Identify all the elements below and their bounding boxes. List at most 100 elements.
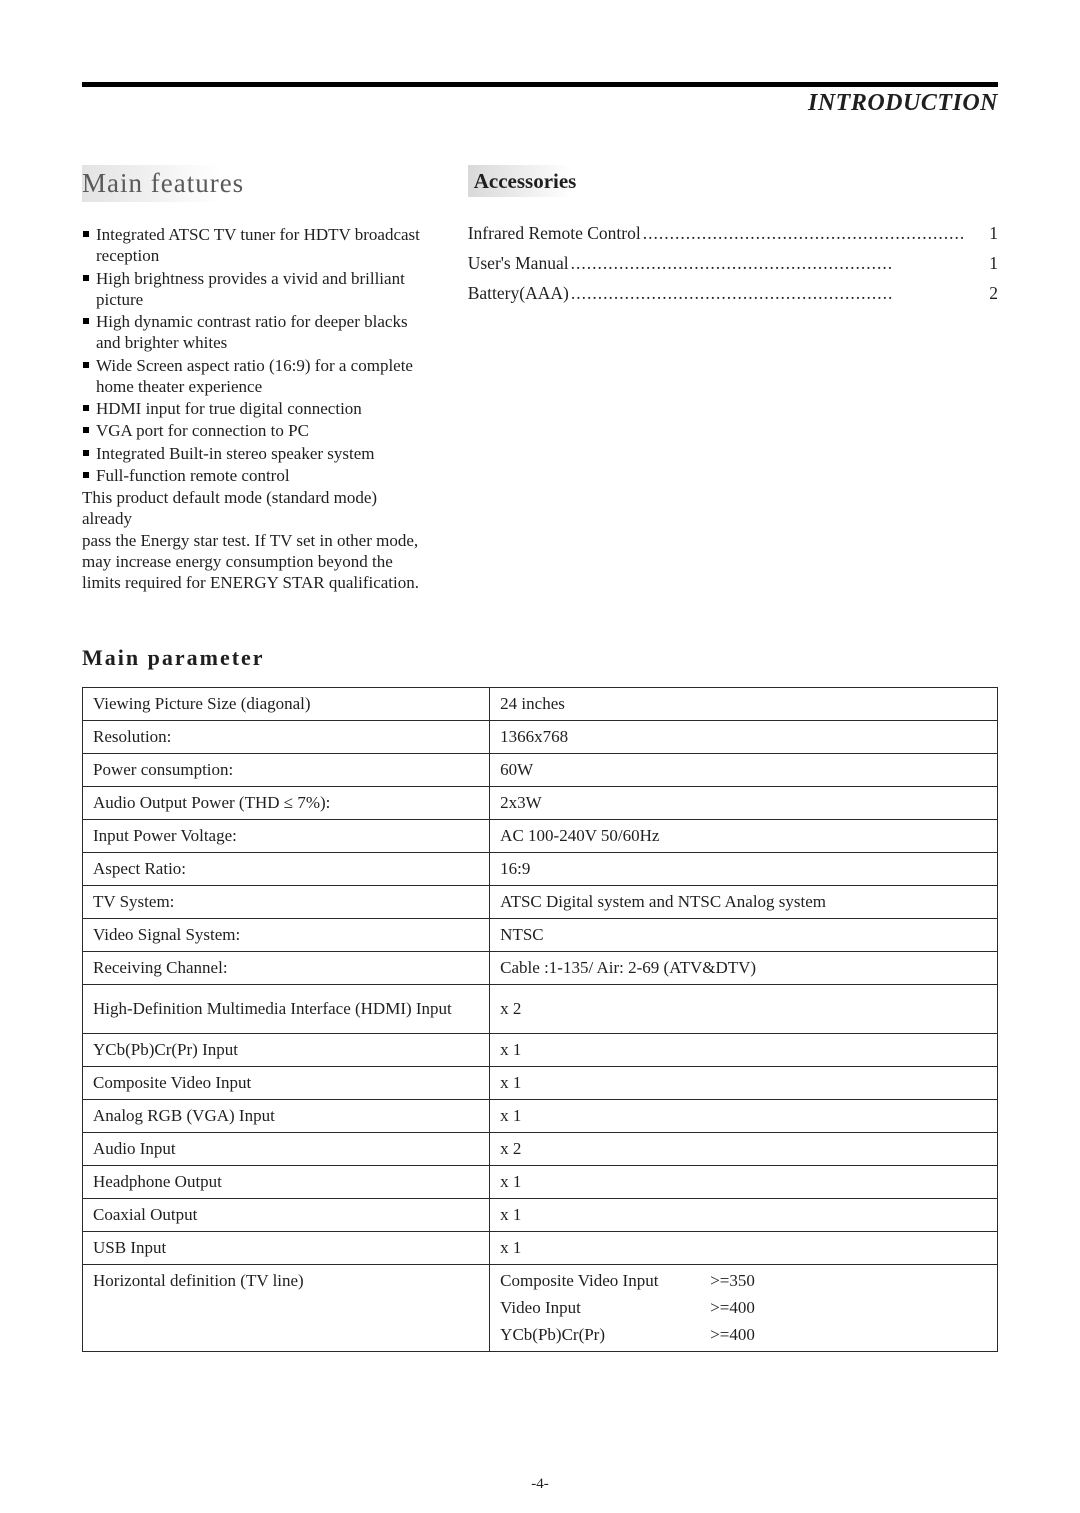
table-row: YCb(Pb)Cr(Pr) Inputx 1 [83,1034,998,1067]
accessories-title: Accessories [468,165,658,197]
param-value: x 1 [490,1100,998,1133]
table-row: Coaxial Outputx 1 [83,1199,998,1232]
param-value: x 2 [490,1133,998,1166]
table-row: Horizontal definition (TV line) Composite… [83,1265,998,1352]
accessory-qty: 1 [967,249,998,279]
dot-leader [569,249,968,279]
accessories-list: Infrared Remote Control1User's Manual 1B… [468,219,998,308]
hdef-value: >=400 [710,1298,755,1318]
param-key: Video Signal System: [83,919,490,952]
param-value: NTSC [490,919,998,952]
table-row: Audio Inputx 2 [83,1133,998,1166]
hdef-line: Video Input>=400 [500,1298,987,1318]
accessory-label: User's Manual [468,249,569,279]
table-row: Receiving Channel:Cable :1-135/ Air: 2-6… [83,952,998,985]
table-row: TV System:ATSC Digital system and NTSC A… [83,886,998,919]
param-key: Receiving Channel: [83,952,490,985]
feature-item: VGA port for connection to PC [82,420,428,441]
param-key: Headphone Output [83,1166,490,1199]
hdef-value: >=350 [710,1271,755,1291]
param-key: Resolution: [83,721,490,754]
hdef-value: >=400 [710,1325,755,1345]
page-header: INTRODUCTION [82,82,998,123]
feature-item: High dynamic contrast ratio for deeper b… [82,311,428,354]
table-row: Audio Output Power (THD ≤ 7%):2x3W [83,787,998,820]
param-key: Horizontal definition (TV line) [83,1265,490,1352]
param-value: 60W [490,754,998,787]
feature-item: HDMI input for true digital connection [82,398,428,419]
feature-item: Integrated Built-in stereo speaker syste… [82,443,428,464]
energy-note-line: pass the Energy star test. If TV set in … [82,530,428,551]
param-key: Power consumption: [83,754,490,787]
parameters-table: Viewing Picture Size (diagonal)24 inches… [82,687,998,1352]
hdef-line: YCb(Pb)Cr(Pr)>=400 [500,1325,987,1345]
param-value: Composite Video Input>=350Video Input>=4… [490,1265,998,1352]
energy-note: This product default mode (standard mode… [82,487,428,593]
hdef-label: Composite Video Input [500,1271,710,1291]
table-row: Aspect Ratio:16:9 [83,853,998,886]
param-value: AC 100-240V 50/60Hz [490,820,998,853]
page-number: -4- [82,1476,998,1493]
param-key: Audio Output Power (THD ≤ 7%): [83,787,490,820]
param-key: Aspect Ratio: [83,853,490,886]
param-value: x 1 [490,1199,998,1232]
accessory-row: Infrared Remote Control 1 [468,219,998,249]
table-row: USB Inputx 1 [83,1232,998,1265]
features-title: Main features [82,165,428,202]
table-row: Input Power Voltage:AC 100-240V 50/60Hz [83,820,998,853]
hdef-line: Composite Video Input>=350 [500,1271,987,1291]
feature-item: High brightness provides a vivid and bri… [82,268,428,311]
table-row: Analog RGB (VGA) Inputx 1 [83,1100,998,1133]
accessory-qty: 2 [967,279,998,309]
param-key: Composite Video Input [83,1067,490,1100]
dot-leader [569,279,967,309]
param-key: YCb(Pb)Cr(Pr) Input [83,1034,490,1067]
two-column-layout: Main features Integrated ATSC TV tuner f… [82,165,998,593]
accessory-qty: 1 [967,219,998,249]
energy-note-line: This product default mode (standard mode… [82,487,428,530]
param-value: x 2 [490,985,998,1034]
table-row: Composite Video Inputx 1 [83,1067,998,1100]
param-value: ATSC Digital system and NTSC Analog syst… [490,886,998,919]
table-row: Video Signal System:NTSC [83,919,998,952]
feature-item: Full-function remote control [82,465,428,486]
table-row: High-Definition Multimedia Interface (HD… [83,985,998,1034]
param-key: Audio Input [83,1133,490,1166]
param-key: Coaxial Output [83,1199,490,1232]
param-key: High-Definition Multimedia Interface (HD… [83,985,490,1034]
energy-note-line: limits required for ENERGY STAR qualific… [82,572,428,593]
table-row: Viewing Picture Size (diagonal)24 inches [83,688,998,721]
accessory-label: Battery(AAA) [468,279,569,309]
table-row: Power consumption:60W [83,754,998,787]
table-row: Resolution:1366x768 [83,721,998,754]
accessories-column: Accessories Infrared Remote Control1User… [468,165,998,593]
param-value: 24 inches [490,688,998,721]
page: INTRODUCTION Main features Integrated AT… [82,82,998,1431]
accessory-row: User's Manual 1 [468,249,998,279]
param-value: 1366x768 [490,721,998,754]
feature-item: Integrated ATSC TV tuner for HDTV broadc… [82,224,428,267]
energy-note-line: may increase energy consumption beyond t… [82,551,428,572]
param-value: 16:9 [490,853,998,886]
param-key: USB Input [83,1232,490,1265]
features-column: Main features Integrated ATSC TV tuner f… [82,165,428,593]
param-value: 2x3W [490,787,998,820]
parameters-title: Main parameter [82,645,998,671]
param-value: x 1 [490,1232,998,1265]
header-title: INTRODUCTION [808,90,998,116]
hdef-label: Video Input [500,1298,710,1318]
param-key: Viewing Picture Size (diagonal) [83,688,490,721]
accessory-label: Infrared Remote Control [468,219,641,249]
table-row: Headphone Outputx 1 [83,1166,998,1199]
feature-item: Wide Screen aspect ratio (16:9) for a co… [82,355,428,398]
param-key: TV System: [83,886,490,919]
dot-leader [641,219,968,249]
param-key: Analog RGB (VGA) Input [83,1100,490,1133]
param-value: x 1 [490,1067,998,1100]
param-value: x 1 [490,1166,998,1199]
param-key: Input Power Voltage: [83,820,490,853]
param-value: Cable :1-135/ Air: 2-69 (ATV&DTV) [490,952,998,985]
features-list: Integrated ATSC TV tuner for HDTV broadc… [82,224,428,486]
accessory-row: Battery(AAA) 2 [468,279,998,309]
hdef-label: YCb(Pb)Cr(Pr) [500,1325,710,1345]
